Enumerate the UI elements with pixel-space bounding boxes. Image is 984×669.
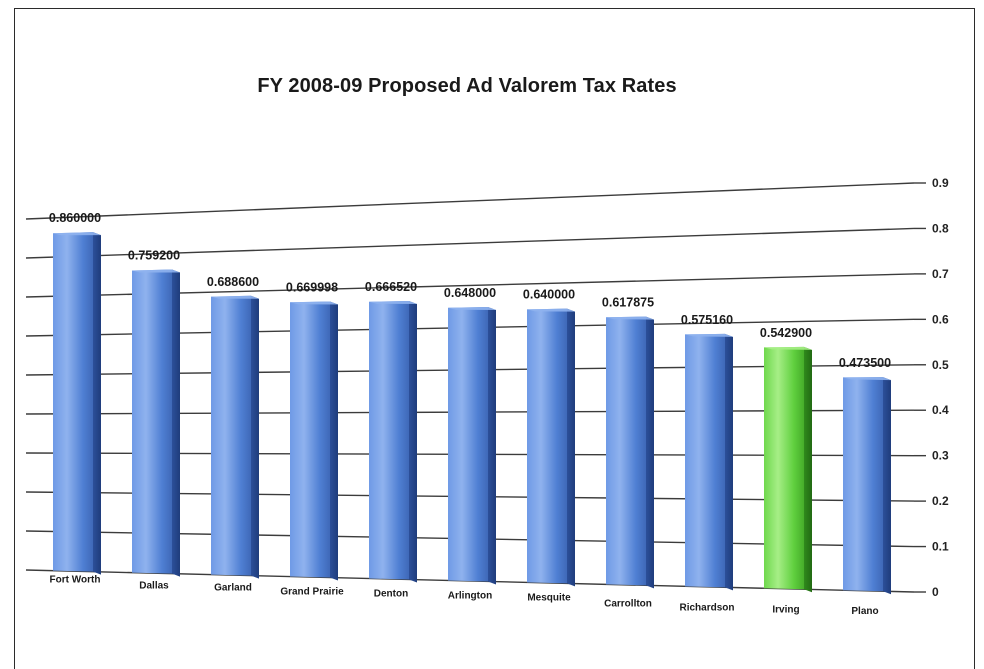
value-label: 0.860000 xyxy=(49,211,101,225)
category-label: Arlington xyxy=(448,590,492,601)
bar-arlington xyxy=(448,306,496,585)
bar-denton xyxy=(369,301,417,583)
y-tick-label: 0 xyxy=(932,585,939,599)
y-tick-label: 0.4 xyxy=(932,403,949,417)
bar-dallas xyxy=(132,269,180,577)
bar-top xyxy=(527,308,575,312)
bar-front xyxy=(685,333,725,588)
bar-side xyxy=(330,301,338,581)
bar-side xyxy=(725,333,733,591)
bar-front xyxy=(448,306,488,582)
chart-title: FY 2008-09 Proposed Ad Valorem Tax Rates xyxy=(257,75,677,97)
value-label: 0.542900 xyxy=(760,326,812,340)
bar-top xyxy=(764,346,812,350)
bar-front xyxy=(211,295,251,576)
bar-front xyxy=(290,301,330,578)
bar-carrollton xyxy=(606,316,654,589)
bar-garland xyxy=(211,295,259,579)
value-label: 0.473500 xyxy=(839,356,891,370)
bar-top xyxy=(843,377,891,381)
category-label: Carrollton xyxy=(604,598,652,609)
value-label: 0.688600 xyxy=(207,275,259,289)
bar-mesquite xyxy=(527,308,575,587)
value-label: 0.669998 xyxy=(286,280,338,294)
bar-top xyxy=(211,295,259,299)
value-label: 0.575160 xyxy=(681,313,733,327)
bars xyxy=(53,232,891,595)
bar-front xyxy=(527,308,567,584)
bar-front xyxy=(606,316,646,586)
bar-side xyxy=(567,308,575,587)
bar-fort-worth xyxy=(53,232,101,575)
bar-front xyxy=(132,269,172,574)
bar-irving xyxy=(764,346,812,593)
bar-top xyxy=(448,306,496,310)
category-label: Plano xyxy=(851,606,878,617)
value-label: 0.640000 xyxy=(523,288,575,302)
category-label: Garland xyxy=(214,583,252,594)
y-tick-label: 0.7 xyxy=(932,267,949,281)
bar-front xyxy=(53,232,93,572)
bar-front xyxy=(369,301,409,580)
value-label: 0.617875 xyxy=(602,296,654,310)
gridline xyxy=(25,227,915,259)
y-tick-label: 0.5 xyxy=(932,358,949,372)
bar-top xyxy=(606,316,654,320)
bar-front xyxy=(764,346,804,590)
bar-grand-prairie xyxy=(290,301,338,581)
value-label: 0.648000 xyxy=(444,286,496,300)
y-tick-label: 0.9 xyxy=(932,176,949,190)
bar-side xyxy=(251,295,259,579)
category-label: Dallas xyxy=(139,581,169,592)
bar-side xyxy=(646,316,654,589)
bar-side xyxy=(883,377,891,595)
bar-side xyxy=(488,306,496,585)
gridline xyxy=(25,182,915,220)
y-tick-label: 0.1 xyxy=(932,540,949,554)
bar-top xyxy=(685,333,733,337)
bar-side xyxy=(409,301,417,583)
value-labels: 0.860000 0.759200 0.688600 0.669998 0.666520… xyxy=(49,211,891,370)
y-tick-label: 0.8 xyxy=(932,221,949,235)
y-axis: 0 0.1 0.2 0.3 0.4 0.5 0.6 0.7 0.8 0.9 xyxy=(914,176,949,599)
bar-front xyxy=(843,377,883,592)
value-label: 0.759200 xyxy=(128,248,180,262)
bar-top xyxy=(369,301,417,305)
bar-side xyxy=(804,346,812,593)
bar-richardson xyxy=(685,333,733,591)
bar-side xyxy=(93,232,101,575)
y-tick-label: 0.3 xyxy=(932,449,949,463)
y-tick-label: 0.6 xyxy=(932,312,949,326)
bar-plano xyxy=(843,377,891,595)
category-label: Irving xyxy=(772,604,799,615)
bar-side xyxy=(172,269,180,577)
y-tick-label: 0.2 xyxy=(932,494,949,508)
bar-top xyxy=(290,301,338,305)
category-label: Grand Prairie xyxy=(280,587,344,598)
category-label: Fort Worth xyxy=(50,575,101,586)
category-labels: Fort Worth Dallas Garland Grand Prairie Dent… xyxy=(50,575,879,618)
category-label: Denton xyxy=(374,588,408,599)
category-label: Mesquite xyxy=(527,592,571,603)
category-label: Richardson xyxy=(679,602,734,613)
value-label: 0.666520 xyxy=(365,280,417,294)
bar-top xyxy=(132,269,180,273)
bar-top xyxy=(53,232,101,236)
